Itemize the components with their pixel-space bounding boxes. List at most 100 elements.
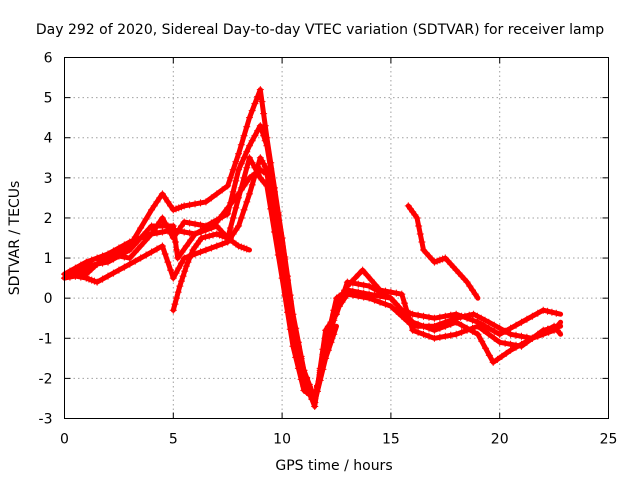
data-point (458, 321, 466, 329)
data-point (398, 312, 406, 320)
data-point (240, 182, 248, 190)
data-point (251, 100, 259, 108)
data-point (381, 291, 389, 299)
data-point (512, 331, 520, 339)
data-point (414, 328, 422, 336)
data-point (148, 230, 156, 238)
x-tick-label: 10 (273, 432, 291, 448)
data-point (470, 310, 478, 318)
data-point (447, 316, 455, 324)
data-point (452, 314, 460, 322)
data-point (416, 230, 424, 238)
data-point (224, 182, 232, 190)
data-point (202, 246, 210, 254)
data-point (158, 190, 166, 198)
data-point (528, 312, 536, 320)
data-point (229, 197, 237, 205)
data-series (61, 86, 564, 410)
data-point (387, 302, 395, 310)
data-point (71, 272, 79, 280)
data-point (490, 334, 498, 342)
data-point (235, 190, 243, 198)
data-point (161, 194, 169, 202)
data-point (489, 358, 497, 366)
data-point (167, 266, 175, 274)
data-point (131, 248, 139, 256)
data-point (197, 248, 204, 256)
data-point (305, 390, 313, 398)
data-point (485, 351, 493, 359)
data-point (496, 330, 504, 338)
data-point (461, 312, 469, 320)
data-point (258, 127, 266, 135)
data-point (403, 317, 411, 325)
data-point (137, 254, 145, 262)
data-point (191, 200, 199, 208)
data-point (494, 355, 502, 363)
data-point (256, 122, 264, 130)
data-point (261, 163, 269, 171)
data-point (392, 307, 400, 315)
data-point (207, 244, 215, 252)
data-point (292, 346, 300, 354)
data-point (197, 199, 204, 207)
data-point (452, 330, 460, 338)
data-point (174, 288, 182, 296)
data-point (181, 267, 189, 275)
data-point (436, 333, 444, 341)
data-point (191, 230, 199, 238)
data-point (367, 276, 375, 284)
data-point (430, 334, 438, 342)
x-tick-label: 25 (600, 432, 618, 448)
data-point (115, 266, 123, 274)
data-point (365, 282, 373, 290)
data-point (420, 312, 428, 320)
data-point (169, 306, 177, 314)
data-point (178, 248, 186, 256)
data-point (99, 275, 107, 283)
data-point (126, 260, 134, 268)
data-point (392, 289, 400, 297)
data-point (197, 227, 204, 235)
data-point (164, 198, 172, 206)
data-point (425, 313, 433, 321)
y-tick-label: 3 (44, 171, 53, 187)
data-point (330, 316, 338, 324)
data-point (240, 132, 248, 140)
data-point (226, 174, 234, 182)
data-point (371, 296, 379, 304)
data-point (414, 311, 422, 319)
data-point (523, 315, 531, 323)
data-point (338, 298, 346, 306)
data-point (245, 190, 253, 198)
data-point (251, 132, 259, 140)
y-tick-label: -3 (39, 412, 53, 428)
data-point (413, 214, 421, 222)
data-point (177, 259, 185, 267)
data-point (243, 123, 251, 131)
data-point (177, 277, 185, 285)
data-point (512, 321, 520, 329)
data-point (354, 292, 362, 300)
data-point (99, 255, 107, 263)
data-point (398, 306, 406, 314)
chart-title: Day 292 of 2020, Sidereal Day-to-day VTE… (36, 22, 604, 38)
data-point (229, 214, 237, 222)
data-point (131, 236, 139, 244)
data-point (270, 212, 278, 220)
series-track-5-markers (61, 166, 338, 406)
data-point (360, 293, 368, 301)
data-point (187, 236, 195, 244)
data-point (502, 349, 510, 357)
data-point (343, 278, 351, 286)
data-point (430, 322, 438, 330)
data-point (245, 114, 253, 122)
data-point (333, 306, 340, 314)
data-point (261, 169, 269, 177)
data-point (251, 164, 259, 172)
data-point (93, 260, 101, 268)
data-point (260, 110, 268, 118)
data-point (392, 300, 400, 308)
data-point (463, 324, 471, 332)
